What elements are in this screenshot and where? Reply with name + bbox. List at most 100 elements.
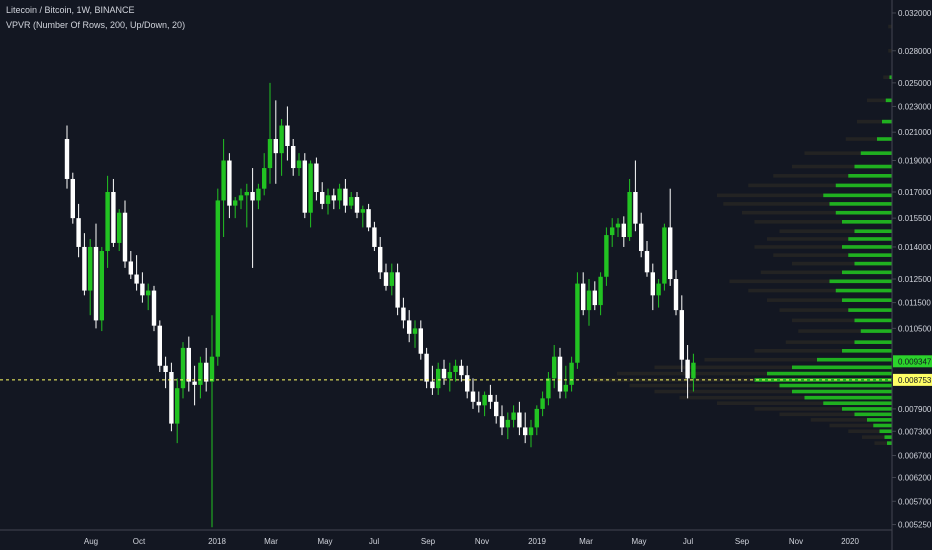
candle-body bbox=[401, 307, 406, 321]
candle-body bbox=[563, 384, 568, 392]
candle-body bbox=[499, 416, 505, 428]
candle-body bbox=[331, 195, 336, 201]
price-axis: 0.032000 0.028000 0.025000 0.023000 0.021000… bbox=[891, 0, 932, 550]
candle-body bbox=[244, 191, 249, 196]
candle-body bbox=[528, 427, 534, 436]
x-tick-label: 2020 bbox=[841, 537, 859, 546]
price-tags: 0.009347 0.008753 bbox=[893, 355, 932, 386]
y-tick-label: 0.007300 bbox=[898, 427, 932, 436]
vp-down-bar bbox=[779, 412, 855, 417]
candle-body bbox=[256, 188, 261, 201]
x-tick-label: Nov bbox=[789, 537, 803, 546]
vp-up-bar bbox=[879, 429, 892, 434]
poc-price-tag bbox=[893, 373, 932, 386]
candle bbox=[436, 362, 441, 395]
volume-profile bbox=[592, 24, 892, 445]
candle bbox=[134, 255, 139, 291]
x-tick-label: 2018 bbox=[208, 537, 226, 546]
candle-body bbox=[586, 290, 592, 311]
vp-down-bar bbox=[810, 418, 867, 422]
vp-down-bar bbox=[773, 253, 849, 257]
vp-up-bar bbox=[842, 298, 892, 302]
poc-price-text: 0.008753 bbox=[898, 376, 932, 385]
candle-body bbox=[122, 212, 128, 262]
candle bbox=[615, 218, 621, 238]
candle bbox=[378, 237, 383, 280]
vp-up-bar bbox=[829, 279, 892, 284]
x-tick-label: May bbox=[631, 537, 646, 546]
candle bbox=[650, 263, 655, 311]
candle-body bbox=[320, 191, 325, 204]
y-tick-label: 0.006200 bbox=[898, 473, 932, 482]
candle-body bbox=[488, 394, 493, 402]
candle bbox=[122, 200, 128, 268]
candle-body bbox=[360, 209, 365, 213]
candle-body bbox=[592, 290, 597, 306]
candles bbox=[64, 82, 696, 528]
x-tick-label: Aug bbox=[84, 537, 98, 546]
candle bbox=[76, 203, 81, 258]
candle-body bbox=[598, 276, 603, 306]
vp-up-bar bbox=[854, 164, 892, 169]
candle bbox=[668, 188, 673, 286]
x-tick-label: Mar bbox=[264, 537, 278, 546]
candle bbox=[656, 279, 661, 308]
candle-body bbox=[262, 168, 267, 189]
time-axis: Aug Oct 2018 Mar May Jul Sep Nov 2019 Mar May Jul Se… bbox=[0, 529, 892, 546]
candle bbox=[331, 188, 336, 210]
vp-down-bar bbox=[754, 245, 842, 249]
candle bbox=[441, 359, 447, 385]
candle-body bbox=[494, 401, 499, 417]
candle bbox=[494, 394, 499, 424]
candle bbox=[395, 263, 400, 316]
candle-body bbox=[552, 356, 557, 379]
candle-body bbox=[273, 139, 278, 154]
candle-body bbox=[668, 227, 673, 280]
candle bbox=[604, 227, 609, 286]
candle-body bbox=[470, 391, 476, 402]
vp-down-bar bbox=[848, 429, 880, 434]
candle bbox=[621, 216, 626, 247]
candle bbox=[557, 347, 563, 399]
candle bbox=[296, 153, 302, 176]
candle-body bbox=[604, 235, 609, 277]
candle-body bbox=[557, 356, 563, 392]
vp-up-bar bbox=[854, 340, 892, 344]
vp-up-bar bbox=[873, 423, 892, 428]
candle-body bbox=[279, 125, 284, 154]
vp-up-bar bbox=[882, 119, 892, 124]
candle-body bbox=[627, 191, 632, 238]
candle-body bbox=[209, 356, 215, 382]
vp-down-bar bbox=[785, 340, 855, 344]
vp-up-bar bbox=[877, 137, 892, 141]
candle-body bbox=[325, 195, 331, 204]
candle-body bbox=[343, 188, 348, 206]
candle-body bbox=[349, 197, 354, 206]
vp-down-bar bbox=[717, 193, 824, 198]
y-tick-label: 0.005700 bbox=[898, 497, 932, 506]
candle-body bbox=[407, 320, 412, 334]
candle-body bbox=[163, 365, 168, 373]
candle bbox=[534, 405, 539, 436]
candle bbox=[383, 263, 389, 291]
candle bbox=[227, 153, 232, 219]
y-tick-label: 0.014000 bbox=[898, 243, 932, 252]
candle bbox=[581, 272, 586, 316]
candle-body bbox=[76, 218, 81, 247]
candle-body bbox=[82, 246, 87, 291]
x-tick-label: Oct bbox=[133, 537, 146, 546]
vp-down-bar bbox=[773, 174, 849, 178]
candle bbox=[209, 315, 215, 528]
vp-down-bar bbox=[829, 423, 874, 428]
candle-body bbox=[639, 223, 644, 252]
y-tick-label: 0.017000 bbox=[898, 188, 932, 197]
y-tick-label: 0.028000 bbox=[898, 47, 932, 56]
vp-down-bar bbox=[779, 229, 855, 234]
candle bbox=[64, 125, 70, 189]
candle-body bbox=[575, 283, 580, 363]
candle bbox=[476, 391, 481, 413]
candle-body bbox=[233, 200, 238, 206]
vp-down-bar bbox=[792, 318, 855, 323]
vp-up-bar bbox=[779, 383, 892, 388]
